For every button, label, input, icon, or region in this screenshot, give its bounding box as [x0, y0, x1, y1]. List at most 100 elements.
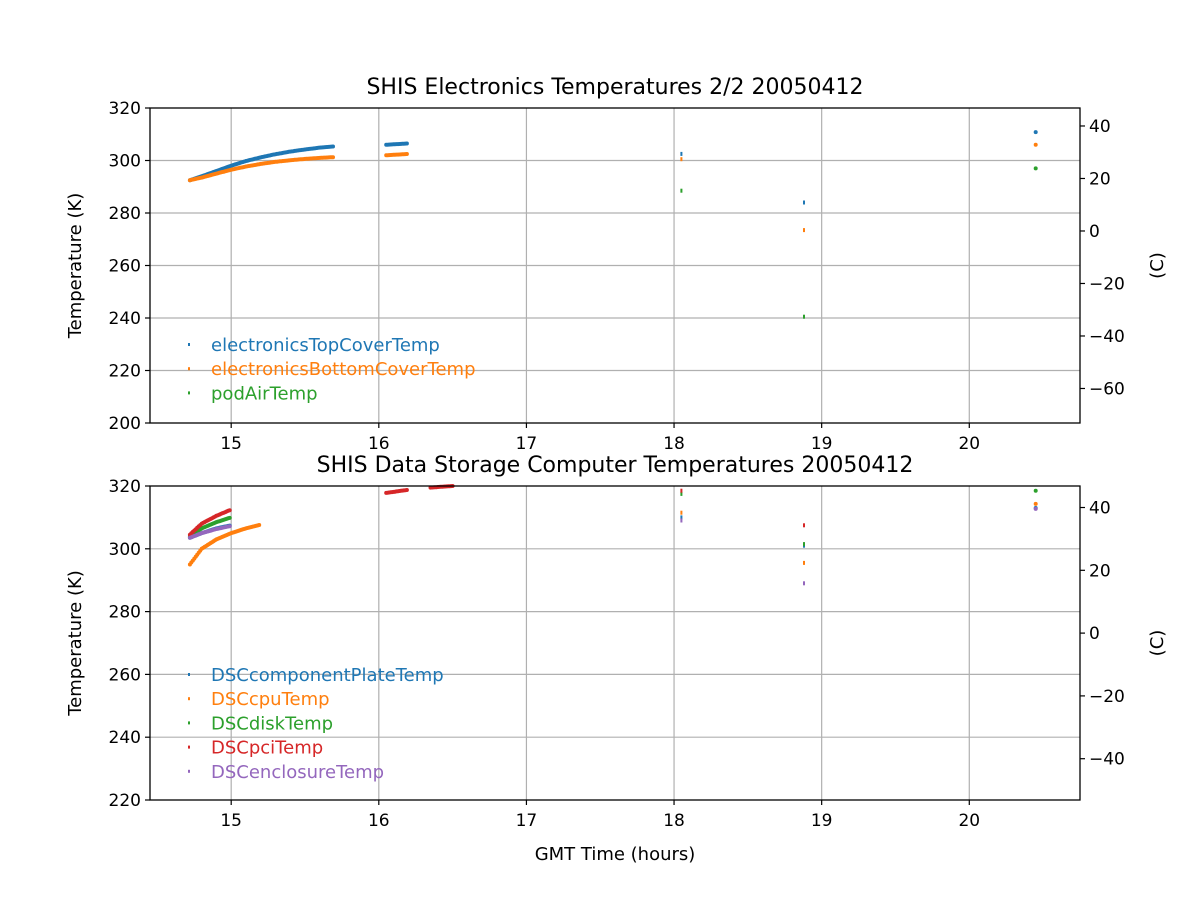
x-tick-label: 15 — [220, 434, 242, 454]
legend-marker — [188, 769, 190, 773]
data-point — [1033, 142, 1038, 147]
legend-marker — [188, 721, 190, 725]
y-tick-label: 300 — [109, 152, 141, 172]
data-point — [227, 508, 232, 513]
right-y-axis-label: (C) — [1147, 252, 1168, 279]
outlier-point — [680, 491, 683, 496]
right-y-tick-label: −20 — [1089, 687, 1125, 707]
data-point — [1033, 501, 1038, 506]
y-tick-label: 260 — [109, 665, 141, 685]
data-point — [1033, 506, 1038, 511]
x-tick-label: 18 — [663, 434, 685, 454]
data-point — [404, 141, 409, 146]
outlier-point — [680, 510, 683, 515]
legend-label: DSCdiskTemp — [211, 713, 333, 734]
right-y-tick-label: 0 — [1089, 624, 1100, 644]
y-tick-label: 240 — [109, 728, 141, 748]
legend: electronicsTopCoverTemp electronicsBottom… — [188, 335, 476, 404]
storage-computer-temperature-panel: 15 16 17 18 19 20 220 240 260 280 300 320 40 20 0 −20 −4… — [65, 453, 1168, 865]
legend-label: DSCcpuTemp — [211, 689, 330, 710]
right-y-tick-label: 20 — [1089, 561, 1111, 581]
plot-frame — [149, 485, 1081, 801]
legend-label: electronicsBottomCoverTemp — [211, 359, 476, 380]
legend: DSCcomponentPlateTemp DSCcpuTemp DSCdiskTe… — [188, 665, 444, 783]
legend-marker — [188, 673, 190, 676]
legend-label: electronicsTopCoverTemp — [211, 335, 440, 356]
outlier-point — [680, 488, 683, 493]
outlier-point — [803, 200, 805, 205]
y-tick-label: 320 — [109, 477, 141, 497]
outlier-point — [680, 151, 683, 156]
legend-marker — [188, 367, 190, 371]
y-tick-label: 260 — [109, 257, 141, 277]
legend-marker — [188, 343, 190, 346]
data-point — [331, 144, 335, 149]
right-y-tick-label: −40 — [1089, 327, 1125, 347]
right-y-tick-label: −60 — [1089, 379, 1125, 399]
series-electronicsBottomCoverTemp — [187, 142, 1038, 233]
data-point — [404, 488, 409, 492]
outlier-point — [680, 515, 683, 520]
chart-title: SHIS Data Storage Computer Temperatures … — [317, 453, 914, 478]
data-point — [227, 515, 232, 520]
data-point — [257, 523, 262, 527]
outlier-point — [680, 157, 683, 162]
right-y-tick-label: 40 — [1089, 499, 1111, 519]
right-y-tick-label: 0 — [1089, 222, 1100, 242]
outlier-point — [803, 560, 805, 565]
data-point — [1033, 166, 1038, 171]
x-tick-label: 16 — [368, 811, 390, 831]
y-axis-label: Temperature (K) — [65, 193, 86, 340]
electronics-temperature-panel: 15 16 17 18 19 2020022024026028030032040200−2… — [65, 75, 1168, 454]
legend-label: DSCenclosureTemp — [211, 762, 384, 783]
legend-label: DSCpciTemp — [211, 738, 323, 759]
series-DSCenclosureTemp — [187, 506, 1038, 586]
y-tick-label: 220 — [109, 362, 141, 382]
y-tick-label: 280 — [109, 603, 141, 623]
y-tick-label: 320 — [109, 99, 141, 119]
legend-marker — [188, 745, 190, 749]
legend-label: podAirTemp — [211, 383, 318, 404]
y-tick-label: 280 — [109, 204, 141, 224]
right-y-tick-label: 40 — [1089, 117, 1111, 137]
x-tick-label: 20 — [958, 434, 980, 454]
right-y-tick-label: −20 — [1089, 274, 1125, 294]
x-tick-label: 18 — [663, 811, 685, 831]
y-tick-label: 300 — [109, 540, 141, 560]
series-DSCcpuTemp — [187, 501, 1038, 567]
x-tick-label: 19 — [811, 434, 833, 454]
y-axis-label: Temperature (K) — [65, 570, 86, 717]
legend-label: DSCcomponentPlateTemp — [211, 665, 444, 686]
chart-title: SHIS Electronics Temperatures 2/2 200504… — [366, 75, 863, 100]
x-tick-label: 19 — [811, 811, 833, 831]
outlier-point — [680, 188, 683, 193]
x-tick-label: 15 — [220, 811, 242, 831]
outlier-point — [803, 523, 805, 528]
right-y-tick-label: −40 — [1089, 750, 1125, 770]
legend-marker — [188, 697, 190, 701]
outlier-point — [680, 518, 683, 523]
x-axis-label: GMT Time (hours) — [535, 844, 696, 865]
data-point — [227, 524, 232, 529]
right-y-tick-label: 20 — [1089, 169, 1111, 189]
legend-marker — [188, 391, 190, 395]
x-tick-label: 17 — [516, 811, 538, 831]
y-tick-label: 200 — [109, 414, 141, 434]
x-tick-label: 17 — [516, 434, 538, 454]
outlier-point — [803, 581, 805, 586]
series-podAirTemp — [680, 166, 1038, 319]
y-tick-label: 220 — [109, 791, 141, 811]
data-point — [404, 152, 409, 156]
data-point — [331, 155, 335, 160]
outlier-point — [803, 228, 805, 233]
x-tick-label: 16 — [368, 434, 390, 454]
outlier-point — [803, 314, 805, 319]
data-point — [1033, 488, 1038, 493]
y-tick-label: 240 — [109, 309, 141, 329]
x-tick-label: 20 — [958, 811, 980, 831]
data-point — [1033, 130, 1038, 135]
outlier-point — [803, 542, 805, 547]
right-y-axis-label: (C) — [1147, 630, 1168, 657]
